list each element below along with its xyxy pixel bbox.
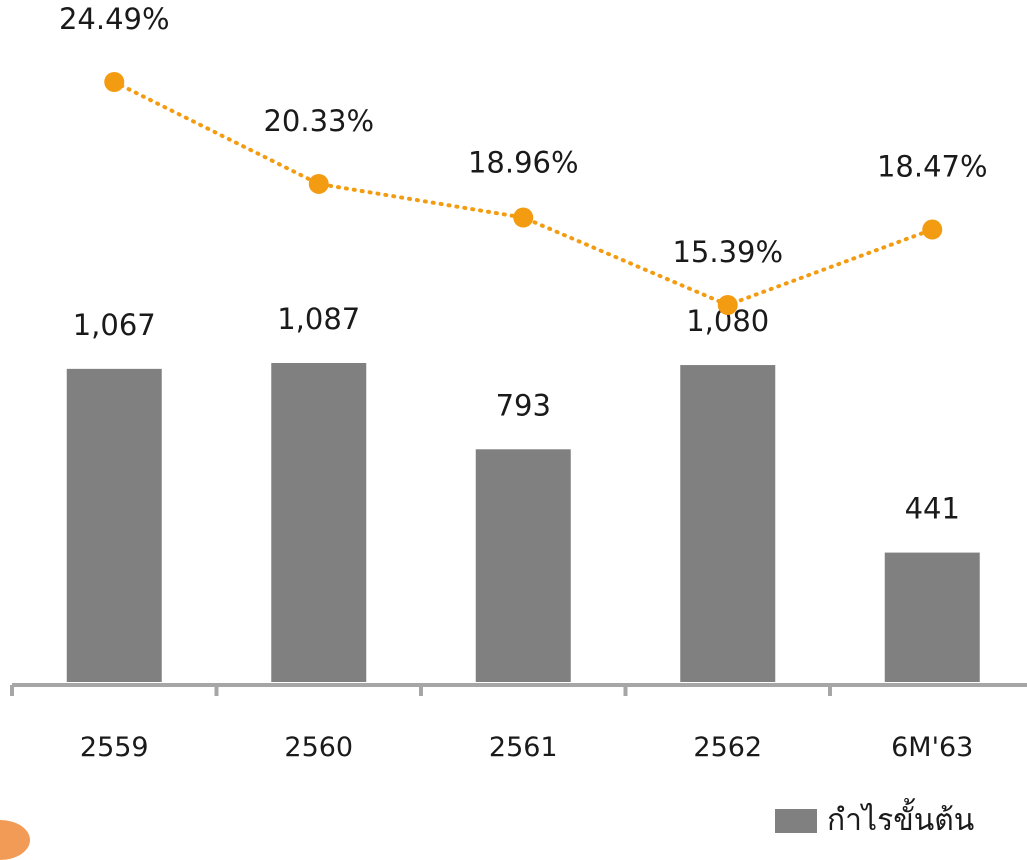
- bar: [475, 449, 571, 682]
- bar-value-label: 1,087: [277, 302, 360, 336]
- margin-point: [717, 295, 738, 315]
- margin-line-series: [104, 72, 943, 315]
- x-tick-label: 2561: [489, 732, 558, 763]
- x-tick-label: 6M'63: [891, 732, 973, 763]
- margin-value-labels: 24.49% 20.33% 18.96% 15.39% 18.47%: [59, 2, 988, 269]
- margin-point: [308, 173, 329, 194]
- x-tick-label: 2560: [284, 732, 353, 763]
- bar: [66, 368, 162, 682]
- x-axis: [10, 683, 1027, 696]
- legend-swatch: [775, 809, 817, 833]
- bar: [884, 552, 980, 682]
- margin-value-label: 18.47%: [877, 150, 988, 184]
- x-tick-label: 2562: [693, 732, 762, 763]
- margin-value-label: 24.49%: [59, 2, 170, 36]
- bar: [271, 363, 367, 682]
- bar: [680, 365, 776, 682]
- bar-value-label: 1,067: [73, 308, 156, 342]
- margin-point: [104, 72, 125, 92]
- bar-value-label: 441: [905, 492, 960, 526]
- bar-value-label: 793: [496, 388, 551, 422]
- margin-value-label: 15.39%: [672, 235, 783, 269]
- legend-label: กำไรขั้นต้น: [827, 803, 975, 838]
- margin-point: [513, 207, 534, 228]
- margin-value-label: 20.33%: [263, 104, 374, 138]
- margin-line: [112, 80, 935, 308]
- x-tick-label: 2559: [80, 732, 149, 763]
- x-tick-labels: 2559 2560 2561 2562 6M'63: [80, 732, 973, 763]
- bar-series: [66, 363, 980, 682]
- legend: กำไรขั้นต้น: [775, 806, 974, 836]
- margin-value-label: 18.96%: [468, 146, 579, 180]
- margin-point: [922, 219, 943, 240]
